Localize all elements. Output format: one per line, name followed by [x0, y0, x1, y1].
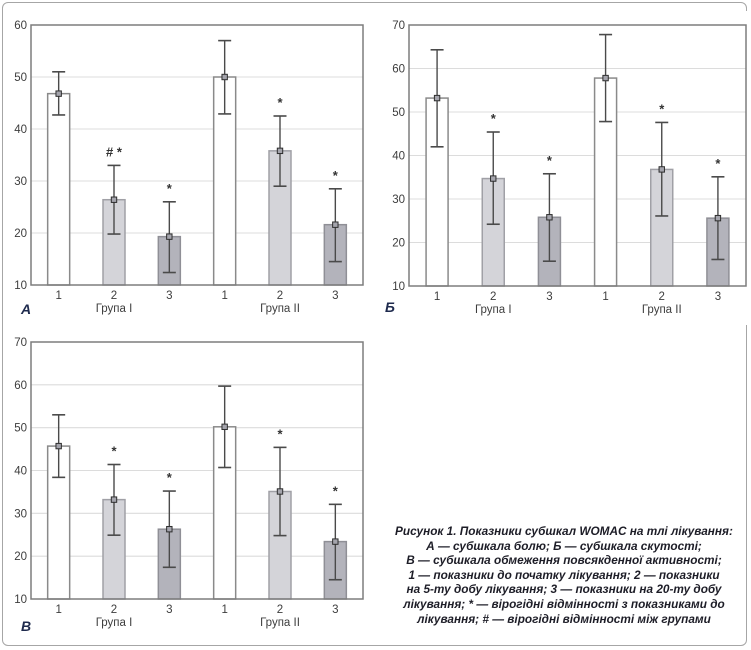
plot-border	[30, 24, 364, 286]
mean-marker	[221, 423, 228, 431]
significance-annotation: *	[167, 181, 173, 196]
group-label: Група II	[260, 617, 300, 629]
x-tick-label: 3	[166, 604, 172, 616]
y-tick-label: 60	[14, 380, 27, 392]
y-tick-label: 50	[392, 107, 405, 119]
mean-marker	[332, 538, 339, 545]
x-tick-label: 1	[55, 604, 61, 616]
y-tick-label: 60	[14, 20, 27, 32]
y-tick-label: 20	[14, 228, 27, 240]
mean-marker	[110, 496, 118, 503]
panel-letter: В	[21, 618, 31, 634]
y-tick-label: 50	[14, 72, 27, 84]
x-tick-label: 2	[490, 291, 496, 303]
y-tick-label: 30	[14, 176, 27, 188]
mean-marker	[221, 73, 228, 81]
panel-letter: А	[20, 301, 31, 317]
significance-annotation: *	[659, 101, 665, 116]
x-tick-label: 1	[221, 290, 227, 302]
x-tick-label: 2	[277, 290, 283, 302]
x-tick-label: 3	[715, 291, 721, 303]
panel-letter: Б	[385, 299, 395, 315]
x-tick-label: 3	[332, 290, 338, 302]
mean-marker	[276, 488, 284, 495]
caption-line: лікування; # — вірогідні відмінності між…	[417, 611, 711, 626]
plot-border	[408, 24, 747, 287]
mean-marker	[602, 74, 609, 82]
x-tick-label: 2	[659, 291, 665, 303]
figure-caption: Рисунок 1. Показники субшкал WOMAC на тл…	[385, 524, 743, 626]
x-tick-label: 2	[111, 604, 117, 616]
mean-marker	[166, 525, 173, 533]
mean-marker	[166, 233, 173, 240]
significance-annotation: *	[111, 444, 117, 459]
significance-annotation: *	[491, 111, 497, 126]
mean-marker	[110, 196, 118, 203]
x-tick-label: 1	[434, 291, 440, 303]
mean-marker	[55, 90, 62, 97]
chart-panel-v: 1 * 2 * 3 1 * 2 * 3 10 20 30 40 50 60 70 Група I Група II В	[9, 333, 373, 641]
significance-annotation: *	[333, 168, 339, 183]
mean-marker	[433, 94, 441, 102]
y-tick-label: 20	[14, 551, 27, 563]
y-tick-label: 70	[14, 337, 27, 349]
caption-line: 1 — показники до початку лікування; 2 — …	[408, 567, 720, 582]
caption-line: на 5-ту добу лікування; 3 — показники на…	[406, 582, 722, 597]
y-tick-label: 30	[392, 194, 405, 206]
caption-line: Рисунок 1. Показники субшкал WOMAC на тл…	[395, 524, 733, 538]
y-tick-label: 40	[392, 151, 405, 163]
chart-panel-a: 1 # * 2 * 3 1 * 2 * 3 10 20 30 40 50 60 Група I Група II А	[9, 11, 373, 325]
x-tick-label: 1	[602, 291, 608, 303]
bar	[46, 92, 71, 286]
y-tick-label: 40	[14, 124, 27, 136]
x-tick-label: 3	[332, 604, 338, 616]
group-label: Група I	[96, 303, 133, 315]
x-tick-label: 3	[546, 291, 552, 303]
mean-marker	[332, 221, 339, 228]
y-tick-label: 60	[392, 64, 405, 76]
significance-annotation: *	[277, 426, 283, 441]
y-tick-label: 50	[14, 423, 27, 435]
x-tick-label: 1	[55, 290, 61, 302]
significance-annotation: *	[167, 470, 173, 485]
group-label: Група II	[642, 304, 682, 316]
group-label: Група I	[96, 617, 133, 629]
y-tick-label: 10	[14, 280, 27, 292]
y-tick-label: 10	[392, 281, 405, 293]
mean-marker	[658, 166, 665, 173]
caption-line: лікування; * — вірогідні відмінності з п…	[403, 596, 725, 611]
x-tick-label: 3	[166, 290, 172, 302]
y-tick-label: 40	[14, 466, 27, 478]
caption-line: В — субшкала обмеження повсякденної акти…	[406, 553, 722, 568]
mean-marker	[714, 214, 722, 222]
chart-panel-b: 1 * 2 * 3 1 * 2 * 3 10 20 30 40 50 60 70 Група I Група II Б	[379, 11, 748, 325]
group-label: Група II	[260, 303, 300, 315]
y-tick-label: 20	[392, 238, 405, 250]
x-tick-label: 2	[111, 290, 117, 302]
significance-annotation: *	[547, 153, 553, 168]
significance-annotation: *	[333, 483, 339, 498]
mean-marker	[276, 147, 284, 155]
y-tick-label: 70	[392, 20, 405, 32]
y-tick-label: 10	[14, 594, 27, 606]
x-tick-label: 1	[221, 604, 227, 616]
significance-annotation: # *	[106, 144, 123, 159]
caption-line: А — субшкала болю; Б — субшкала скутості…	[426, 538, 702, 553]
significance-annotation: *	[715, 156, 721, 171]
mean-marker	[55, 442, 62, 450]
bar-chart-b: 1 * 2 * 3 1 * 2 * 3 10 20 30 40 50 60 70 Група I Група II Б	[379, 11, 748, 325]
mean-marker	[490, 175, 497, 182]
bar-chart-a: 1 # * 2 * 3 1 * 2 * 3 10 20 30 40 50 60 Група I Група II А	[9, 11, 373, 325]
group-label: Група I	[475, 304, 512, 316]
x-tick-label: 2	[277, 604, 283, 616]
bar-chart-v: 1 * 2 * 3 1 * 2 * 3 10 20 30 40 50 60 70 Група I Група II В	[9, 333, 373, 641]
plot-border	[30, 341, 364, 600]
significance-annotation: *	[277, 95, 283, 110]
y-tick-label: 30	[14, 508, 27, 520]
mean-marker	[546, 214, 553, 221]
